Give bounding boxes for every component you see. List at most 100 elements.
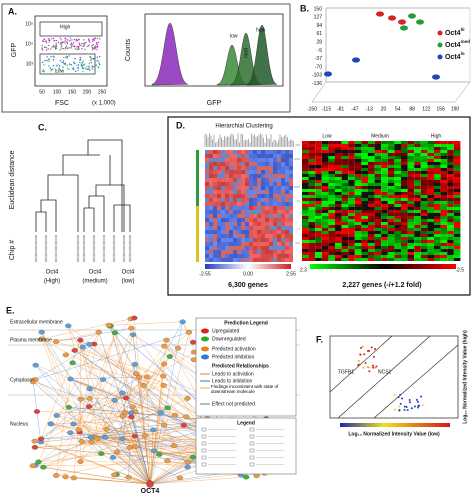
heat-cell	[277, 158, 281, 162]
edge	[109, 326, 146, 436]
heat-cell	[407, 195, 415, 198]
cell-dot	[44, 59, 46, 62]
edge	[74, 332, 99, 351]
node	[189, 339, 197, 345]
heat-cell	[434, 255, 441, 258]
heat-cell	[440, 174, 448, 177]
x-tick-label: 200	[83, 89, 92, 95]
heat-cell	[440, 210, 448, 213]
heat-cell	[241, 210, 245, 214]
cell-dot	[72, 41, 75, 44]
heat-cell	[361, 174, 368, 177]
heat-cell	[233, 202, 237, 206]
edge	[82, 347, 151, 485]
node	[31, 438, 38, 444]
sample-point	[432, 74, 440, 80]
heat-cell	[221, 206, 225, 210]
heat-cell	[249, 178, 253, 182]
heat-cell	[249, 162, 253, 166]
node	[119, 390, 126, 396]
heat-cell	[253, 214, 257, 218]
heat-cell	[277, 178, 281, 182]
heat-cell	[229, 186, 233, 190]
heat-cell	[381, 204, 388, 207]
cell-dot	[66, 47, 69, 50]
heat-cell	[420, 186, 428, 189]
heat-cell	[447, 147, 454, 150]
heat-cell	[302, 174, 309, 177]
heat-cell	[308, 177, 316, 180]
heat-cell	[245, 214, 249, 218]
cell-dot	[78, 45, 80, 48]
heat-cell	[440, 234, 448, 237]
heat-cell	[440, 258, 448, 261]
heat-cell	[321, 180, 329, 183]
heat-cell	[289, 210, 293, 214]
heat-cell	[361, 216, 368, 219]
heat-cell	[394, 186, 401, 189]
heat-cell	[315, 207, 322, 210]
heat-cell	[241, 158, 245, 162]
heat-cell	[387, 243, 395, 246]
heat-cell	[420, 177, 428, 180]
heat-cell	[302, 237, 309, 240]
heat-cell	[427, 228, 434, 231]
edge	[149, 477, 181, 485]
heat-cell	[341, 216, 349, 219]
heat-cell	[213, 158, 217, 162]
heat-cell	[447, 177, 454, 180]
heat-cell	[249, 154, 253, 158]
heat-cell	[387, 225, 395, 228]
cell-dot	[98, 38, 101, 40]
y-tick-label: -136	[312, 81, 322, 87]
heat-cell	[420, 252, 428, 255]
heat-cell	[265, 154, 269, 158]
heat-cell	[381, 201, 388, 204]
heat-cell	[401, 171, 408, 174]
heat-cell	[281, 174, 285, 178]
heat-cell	[447, 150, 454, 153]
heat-cell	[308, 213, 316, 216]
heat-cell	[237, 234, 241, 238]
cell-dot	[48, 39, 50, 42]
gene-point	[415, 398, 418, 401]
heat-cell	[241, 246, 245, 250]
heat-cell	[414, 171, 421, 174]
heat-cell	[374, 207, 382, 210]
heat-cell	[321, 162, 329, 165]
cell-dot	[79, 44, 82, 47]
heat-cell	[453, 144, 461, 147]
heat-cell	[440, 204, 448, 207]
heat-cell	[233, 174, 237, 178]
heat-cell	[285, 194, 289, 198]
heat-cell	[387, 216, 395, 219]
heat-cell	[427, 258, 434, 261]
legend-entry: Upregulated	[212, 328, 239, 334]
y-tick-label: 150	[314, 6, 323, 12]
heat-cell	[221, 150, 225, 154]
heat-cell	[237, 194, 241, 198]
node	[38, 329, 45, 335]
heat-cell	[205, 222, 209, 226]
heat-cell	[233, 222, 237, 226]
heat-cell	[302, 177, 309, 180]
heat-cell	[401, 150, 408, 153]
node	[140, 383, 147, 388]
heat-cell	[440, 156, 448, 159]
gene-point	[420, 395, 423, 398]
heat-cell	[273, 158, 277, 162]
node	[174, 345, 182, 351]
heat-cell	[447, 162, 454, 165]
node	[129, 332, 137, 338]
heat-cell	[221, 158, 225, 162]
heat-cell	[335, 231, 342, 234]
node	[119, 436, 126, 441]
heat-cell	[394, 174, 401, 177]
cell-dot	[63, 56, 65, 59]
node	[67, 376, 74, 382]
heat-cell	[213, 166, 217, 170]
edge	[56, 415, 74, 425]
cell-dot	[66, 56, 68, 58]
heat-cell	[434, 228, 441, 231]
cell-dot	[50, 48, 52, 50]
